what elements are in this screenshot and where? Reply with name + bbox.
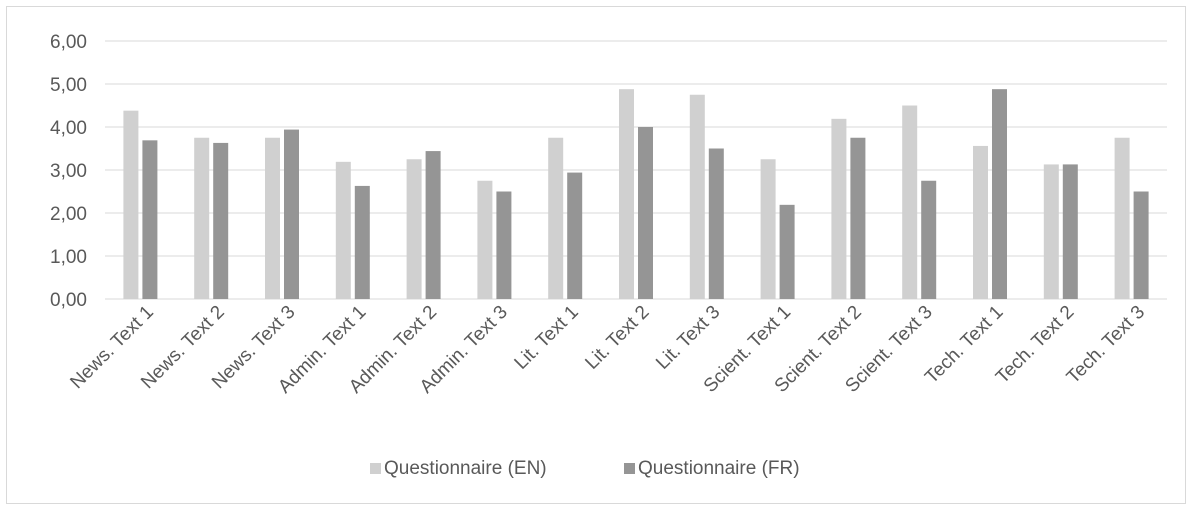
bar: [123, 110, 139, 299]
x-category-label: Lit. Text 3: [652, 302, 724, 374]
bar: [548, 137, 564, 299]
legend-label: Questionnaire (FR): [638, 458, 800, 479]
y-tick-label: 6,00: [50, 32, 87, 53]
bar: [567, 172, 583, 299]
bar: [760, 159, 776, 299]
x-category-label: Lit. Text 1: [511, 302, 583, 374]
bar: [1133, 191, 1149, 299]
bar: [921, 180, 937, 299]
chart-frame: 0,00 1,00 2,00 3,00 4,00 5,00 6,00 News. Text …: [6, 6, 1186, 504]
bar: [992, 89, 1007, 299]
bar: [902, 105, 918, 299]
bar: [284, 129, 299, 299]
bar: [425, 151, 441, 299]
gridlines: [105, 40, 1167, 300]
y-tick-label: 1,00: [50, 247, 87, 268]
bar: [1062, 164, 1078, 299]
bar: [619, 89, 634, 299]
bar: [335, 161, 351, 299]
bar: [213, 142, 229, 299]
bar: [354, 185, 370, 299]
legend-label: Questionnaire (EN): [384, 458, 547, 479]
bar: [406, 159, 422, 299]
bar: [779, 204, 795, 299]
bars: [123, 89, 1149, 299]
y-tick-label: 4,00: [50, 118, 87, 139]
bar: [1114, 137, 1130, 299]
bar: [194, 137, 210, 299]
bar: [265, 137, 280, 299]
y-tick-label: 0,00: [50, 290, 87, 311]
bar: [689, 94, 705, 299]
legend: Questionnaire (EN) Questionnaire (FR): [370, 458, 800, 479]
bar: [477, 180, 493, 299]
legend-swatch: [624, 463, 635, 474]
y-tick-label: 5,00: [50, 75, 87, 96]
bar: [850, 137, 866, 299]
y-axis-tick-labels: 0,00 1,00 2,00 3,00 4,00 5,00 6,00: [50, 32, 87, 311]
bar: [831, 118, 847, 299]
bar: [496, 191, 512, 299]
y-tick-label: 2,00: [50, 204, 87, 225]
bar: [973, 145, 988, 299]
y-tick-label: 3,00: [50, 161, 87, 182]
bar: [708, 148, 724, 299]
legend-swatch: [370, 463, 381, 474]
bar: [1043, 164, 1059, 299]
x-category-label: Lit. Text 2: [581, 302, 653, 374]
bar-chart: 0,00 1,00 2,00 3,00 4,00 5,00 6,00 News. Text …: [50, 32, 1167, 479]
bar: [638, 127, 653, 299]
bar: [142, 140, 158, 299]
